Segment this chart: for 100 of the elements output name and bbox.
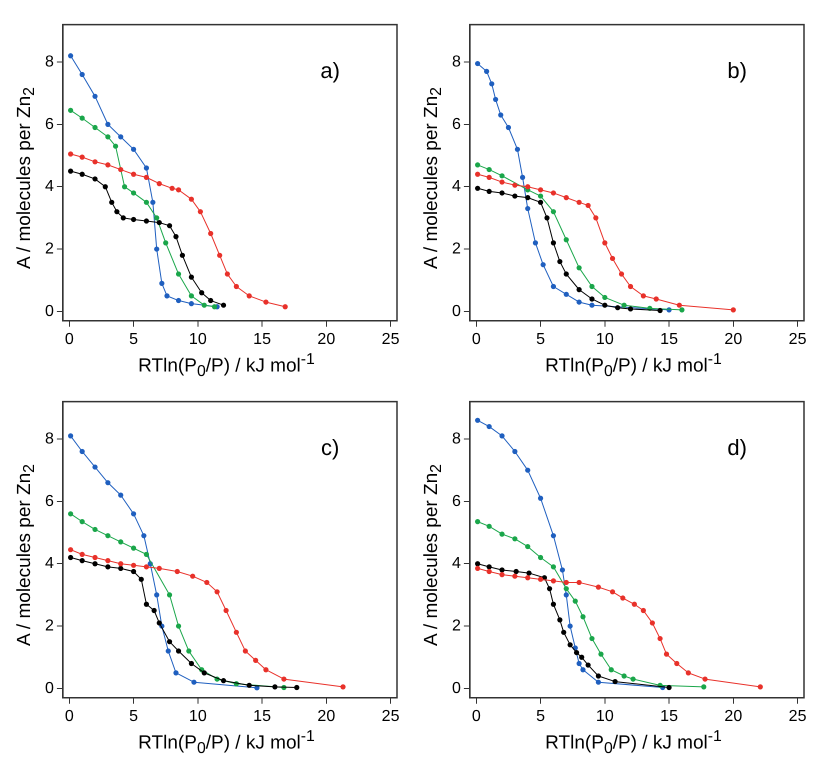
y-tick-label: 2 — [452, 240, 461, 258]
point — [526, 570, 532, 576]
point — [486, 568, 492, 574]
point — [525, 195, 530, 200]
y-tick-label: 2 — [452, 617, 461, 634]
annotation: b) — [727, 58, 747, 84]
point — [144, 174, 150, 180]
point — [263, 667, 269, 672]
point — [144, 564, 150, 570]
x-tick-label: 5 — [129, 330, 138, 348]
point — [525, 544, 530, 550]
point — [92, 554, 98, 560]
point — [92, 124, 98, 130]
x-tick-label: 0 — [64, 708, 74, 725]
x-tick-label: 20 — [724, 708, 742, 725]
point — [540, 262, 546, 268]
point — [650, 620, 655, 626]
y-tick-label: 8 — [44, 430, 54, 448]
point — [564, 586, 569, 592]
point — [246, 293, 252, 298]
point — [198, 209, 203, 214]
point — [204, 580, 210, 586]
point — [499, 190, 505, 196]
point — [610, 256, 616, 262]
point — [144, 218, 150, 224]
point — [154, 246, 160, 252]
x-tick-label: 25 — [382, 330, 400, 348]
point — [118, 166, 124, 172]
point — [568, 623, 573, 629]
point — [593, 215, 598, 221]
point — [602, 302, 608, 308]
point — [80, 558, 85, 564]
x-axis-title: RTln(P$_{0}$/P) / kJ mol$^{-1}$ — [137, 728, 316, 758]
point — [159, 280, 164, 286]
point — [546, 586, 552, 592]
point — [579, 654, 584, 660]
point — [281, 676, 287, 682]
point — [538, 193, 544, 199]
point — [499, 433, 505, 438]
point — [166, 648, 171, 654]
annotation: d) — [727, 435, 747, 460]
point — [538, 576, 544, 582]
point — [130, 562, 136, 568]
point — [550, 533, 556, 538]
point — [512, 536, 518, 542]
point — [561, 630, 566, 635]
point — [141, 533, 146, 538]
point — [246, 682, 252, 688]
point — [628, 306, 634, 312]
x-tick-label: 25 — [382, 708, 400, 725]
point — [212, 304, 218, 310]
point — [191, 680, 197, 685]
point — [154, 592, 160, 598]
point — [550, 190, 556, 196]
point — [586, 662, 591, 668]
x-tick-label: 15 — [253, 708, 272, 725]
x-tick-label: 5 — [536, 708, 546, 725]
y-tick-label: 2 — [44, 240, 54, 258]
point — [156, 566, 162, 572]
point — [550, 209, 556, 214]
x-tick-label: 15 — [660, 708, 678, 725]
point — [486, 188, 492, 194]
x-axis-title: RTln(P$_{0}$/P) / kJ mol$^{-1}$ — [544, 728, 723, 758]
point — [574, 650, 580, 656]
point — [156, 181, 162, 186]
point — [640, 293, 646, 298]
point — [263, 299, 269, 305]
point — [484, 68, 490, 74]
point — [122, 184, 128, 190]
point — [589, 296, 595, 302]
point — [475, 418, 480, 423]
y-tick-label: 4 — [44, 555, 54, 572]
point — [105, 564, 110, 570]
point — [105, 134, 110, 140]
y-tick-label: 4 — [44, 178, 54, 196]
point — [702, 676, 708, 682]
x-tick-label: 0 — [472, 708, 481, 725]
point — [506, 124, 512, 130]
point — [220, 678, 226, 684]
y-tick-label: 6 — [44, 492, 54, 510]
point — [596, 584, 601, 590]
point — [596, 673, 601, 679]
point — [68, 168, 74, 174]
point — [234, 630, 239, 635]
point — [499, 179, 505, 185]
point — [666, 684, 672, 690]
point — [102, 184, 108, 190]
point — [576, 660, 582, 666]
point — [174, 568, 180, 574]
point — [173, 670, 179, 676]
point — [92, 94, 98, 99]
point — [550, 240, 556, 246]
point — [475, 162, 480, 168]
point — [105, 533, 110, 538]
point — [618, 271, 624, 277]
point — [557, 617, 562, 622]
point — [80, 72, 85, 78]
annotation: a) — [320, 58, 340, 84]
point — [498, 112, 504, 118]
point — [525, 184, 530, 190]
